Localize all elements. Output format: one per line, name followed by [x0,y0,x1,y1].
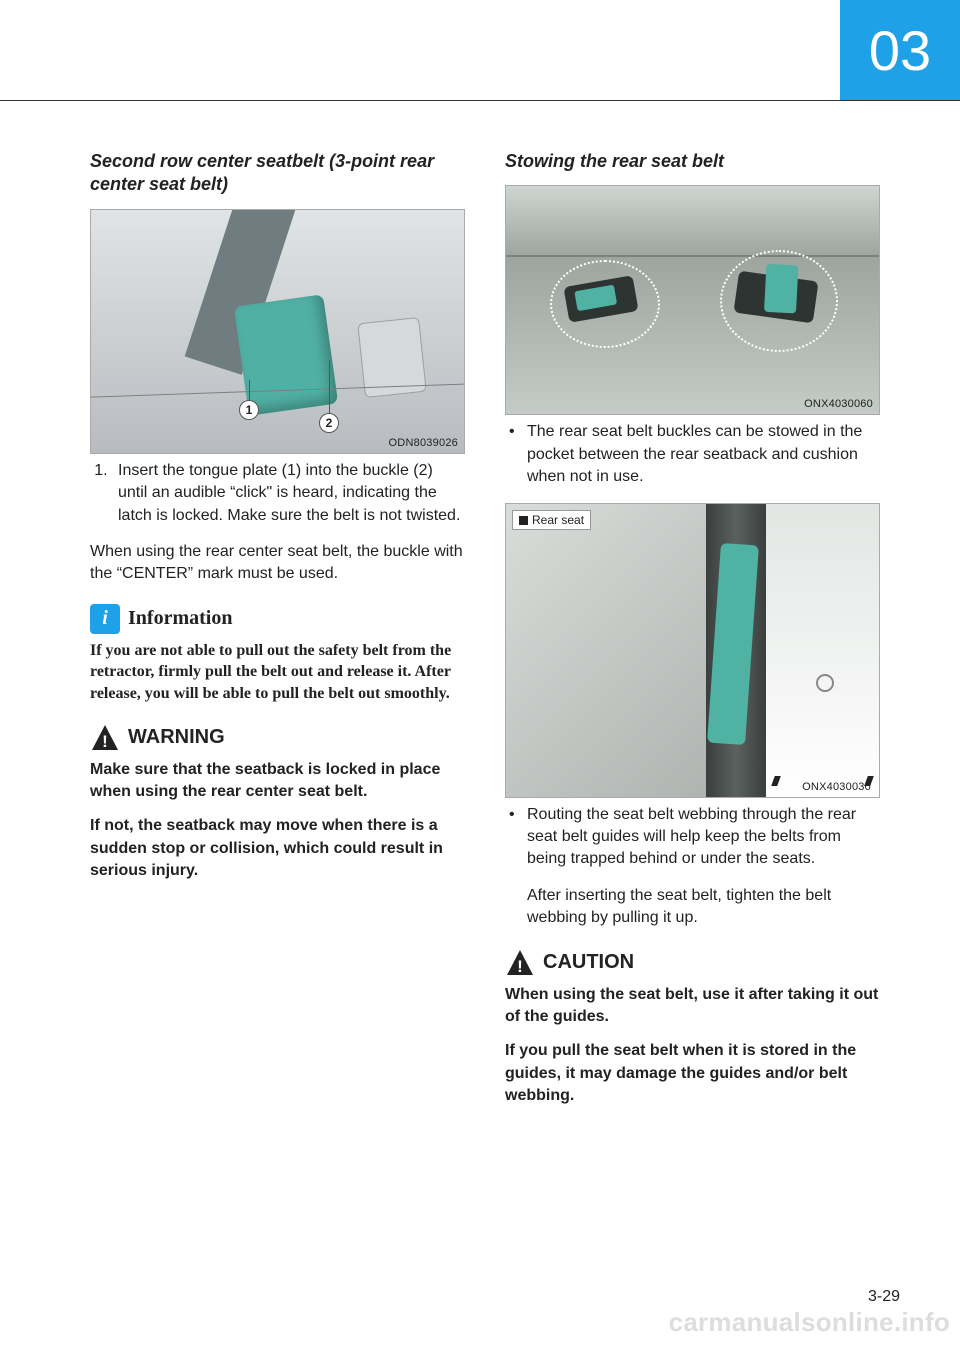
svg-text:!: ! [102,732,108,751]
caution-paragraph-2: If you pull the seat belt when it is sto… [505,1040,880,1107]
warning-title: WARNING [128,726,225,749]
header-divider [0,100,960,101]
caution-title: CAUTION [543,951,634,974]
bullet-list-2: Routing the seat belt webbing through th… [505,804,880,871]
door-panel-right [766,504,880,797]
watermark: carmanualsonline.info [669,1307,950,1338]
step-1: Insert the tongue plate (1) into the buc… [112,460,465,527]
highlight-circle-left [550,260,660,348]
warning-paragraph-1: Make sure that the seatback is locked in… [90,759,465,804]
figure-code: ONX4030030 [802,781,871,793]
information-title: Information [128,607,232,630]
seat-panel-left [506,504,706,797]
figure-seatbelt-buckle: 1 2 ODN8039026 [90,209,465,454]
numbered-steps: Insert the tongue plate (1) into the buc… [90,460,465,527]
warning-paragraph-2: If not, the seatback may move when there… [90,815,465,882]
figure-code: ONX4030060 [804,398,873,410]
label-square-icon [519,516,528,525]
tighten-note: After inserting the seat belt, tighten t… [505,885,880,930]
highlight-circle-right [720,250,838,352]
callout-leader-2 [329,360,330,415]
svg-text:!: ! [517,957,523,976]
callout-number-1: 1 [239,400,259,420]
caution-body: When using the seat belt, use it after t… [505,984,880,1108]
bullet-stow-pocket: The rear seat belt buckles can be stowed… [505,421,880,488]
center-mark-note: When using the rear center seat belt, th… [90,541,465,586]
seatback-shape [506,186,879,261]
warning-callout: ! WARNING Make sure that the seatback is… [90,723,465,883]
info-icon: i [90,604,120,634]
bullet-list-1: The rear seat belt buckles can be stowed… [505,421,880,488]
information-header: i Information [90,604,465,634]
page-number: 3-29 [868,1288,900,1306]
information-callout: i Information If you are not able to pul… [90,604,465,705]
page-content: Second row center seatbelt (3-point rear… [90,150,880,1119]
bullet-routing: Routing the seat belt webbing through th… [505,804,880,871]
figure-code: ODN8039026 [389,437,458,449]
caution-paragraph-1: When using the seat belt, use it after t… [505,984,880,1029]
right-heading: Stowing the rear seat belt [505,150,880,173]
information-body: If you are not able to pull out the safe… [90,640,465,705]
left-heading: Second row center seatbelt (3-point rear… [90,150,465,197]
warning-icon: ! [90,723,120,753]
caution-callout: ! CAUTION When using the seat belt, use … [505,948,880,1108]
figure-label-text: Rear seat [532,513,584,527]
left-column: Second row center seatbelt (3-point rear… [90,150,465,1119]
door-lock-shape [816,674,834,692]
warning-header: ! WARNING [90,723,465,753]
warning-body: Make sure that the seatback is locked in… [90,759,465,883]
callout-number-2: 2 [319,413,339,433]
chapter-tab: 03 [840,0,960,100]
figure-stow-buckles: ONX4030060 [505,185,880,415]
figure-label-box: Rear seat [512,510,591,530]
right-column: Stowing the rear seat belt ONX4030060 Th… [505,150,880,1119]
figure-rear-seat-guide: Rear seat ONX4030030 [505,503,880,798]
caution-header: ! CAUTION [505,948,880,978]
caution-icon: ! [505,948,535,978]
callout-leader-1 [249,380,250,402]
